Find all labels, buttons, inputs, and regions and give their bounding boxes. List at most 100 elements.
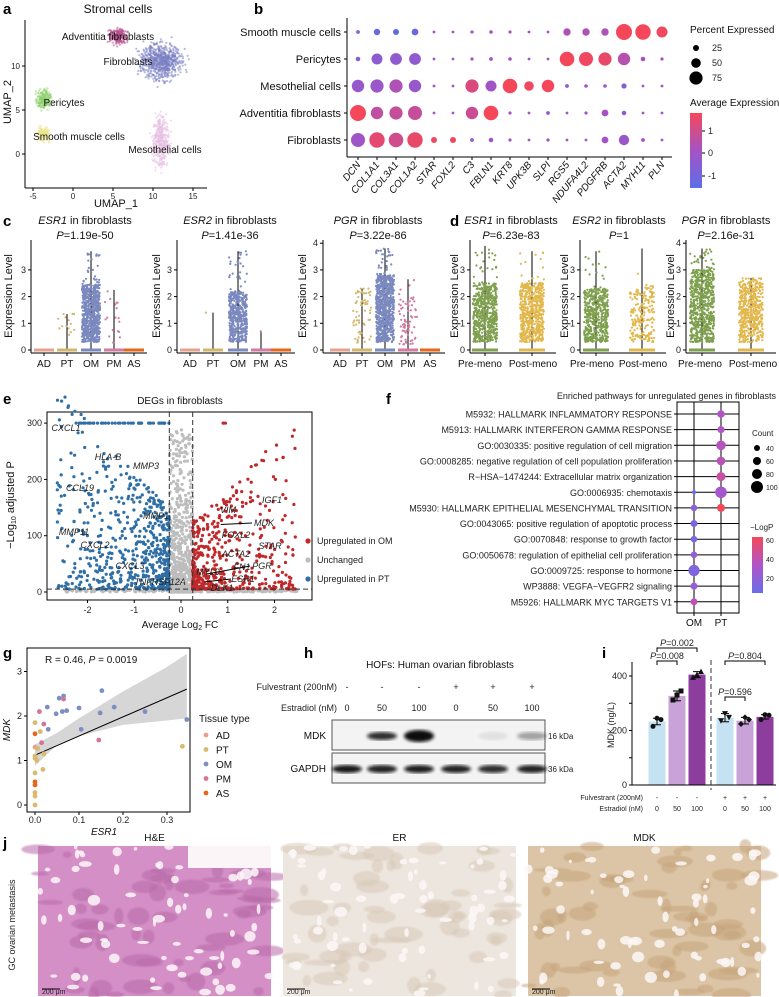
umap-cell-point <box>171 61 174 64</box>
strip-cell-point <box>355 310 358 313</box>
strip-cell-point <box>385 279 388 282</box>
strip-cell-point <box>487 286 490 289</box>
panel-label-e: e <box>3 391 11 408</box>
dotplot-dot <box>524 81 534 91</box>
dotplot-dot <box>527 57 531 61</box>
strip-cell-point <box>414 315 417 318</box>
strip-zero-bar <box>352 348 372 352</box>
umap-x-tick-label: 5 <box>111 192 116 201</box>
strip-title: PGR in fibroblasts <box>334 215 423 227</box>
umap-cell-point <box>146 55 149 58</box>
umap-cell-point <box>161 70 164 73</box>
dotplot-dot <box>603 84 607 88</box>
umap-cell-point <box>152 74 155 77</box>
dotplot-dot <box>369 132 385 148</box>
dotplot-dot <box>389 79 403 93</box>
strip-cell-point <box>391 290 394 293</box>
strip-cell-point <box>375 279 378 282</box>
strip-cell-point <box>86 295 89 299</box>
umap-cell-point <box>165 41 168 45</box>
strip-cell-point <box>399 298 402 301</box>
strip-cell-point <box>97 309 101 312</box>
strip-cell-point <box>378 274 381 277</box>
strip-cell-point <box>375 337 378 340</box>
dotplot-dot <box>370 79 384 93</box>
umap-cell-point <box>157 62 160 65</box>
strip-cell-point <box>92 323 95 326</box>
strip-cell-point <box>91 303 94 306</box>
strip-cell-point <box>476 254 479 257</box>
strip-cell-point <box>382 288 385 291</box>
strip-cell-point <box>492 312 495 315</box>
strip-cell-point <box>90 258 93 261</box>
strip-cell-point <box>385 282 388 285</box>
strip-cell-point <box>244 338 247 341</box>
umap-cell-point <box>148 75 151 78</box>
strip-cell-point <box>238 331 241 334</box>
strip-cell-point <box>367 287 370 290</box>
strip-cell-point <box>402 343 405 346</box>
strip-cell-point <box>384 292 387 295</box>
umap-cell-point <box>170 44 173 47</box>
strip-group-label: PT <box>356 359 369 370</box>
strip-cell-point <box>94 338 97 342</box>
umap-cell-point <box>158 80 161 83</box>
strip-cell-point <box>228 337 231 340</box>
strip-cell-point <box>410 297 413 300</box>
strip-cell-point <box>243 322 246 325</box>
strip-cell-point <box>485 333 488 336</box>
umap-cell-point <box>153 64 156 67</box>
umap-cell-point <box>166 53 169 57</box>
strip-cell-point <box>398 293 401 296</box>
strip-y-tick-label: 4 <box>313 238 318 248</box>
strip-cell-point <box>377 279 380 282</box>
strip-cell-point <box>388 322 391 325</box>
strip-cell-point <box>479 314 482 317</box>
strip-cell-point <box>379 301 382 304</box>
strip-cell-point <box>491 268 494 271</box>
umap-cell-point <box>176 57 179 60</box>
strip-cell-point <box>83 332 86 335</box>
strip-y-tick-label: 3 <box>313 265 318 275</box>
strip-cell-point <box>357 319 361 322</box>
count-legend-title: Count <box>752 429 774 438</box>
umap-cell-point <box>37 105 41 108</box>
panel-label-j: j <box>2 835 7 852</box>
strip-cell-point <box>232 314 235 318</box>
umap-cell-point <box>136 63 139 66</box>
strip-cell-point <box>484 320 487 323</box>
strip-cell-point <box>391 336 394 339</box>
strip-cell-point <box>86 253 89 256</box>
strip-cell-point <box>106 316 109 319</box>
strip-cell-point <box>84 303 87 307</box>
umap-cell-point <box>139 62 143 66</box>
strip-cell-point <box>480 295 483 298</box>
umap-cell-point <box>146 60 149 63</box>
umap-cell-point <box>177 49 180 52</box>
panel-label-h: h <box>304 645 313 662</box>
strip-cell-point <box>491 252 494 255</box>
strip-cell-point <box>352 309 355 312</box>
strip-cell-point <box>234 263 237 266</box>
umap-cell-point <box>116 45 119 48</box>
strip-group-label: AD <box>37 359 51 370</box>
strip-cell-point <box>96 306 100 309</box>
strip-title-gene: ESR1 <box>464 215 493 227</box>
umap-cell-point <box>180 60 183 63</box>
umap-cell-point <box>187 58 190 61</box>
umap-cell-point <box>142 68 145 71</box>
umap-cell-point <box>162 46 165 50</box>
strip-cell-point <box>355 300 358 303</box>
umap-cell-point <box>164 113 167 116</box>
strip-cell-point <box>96 313 99 317</box>
umap-cell-point <box>148 49 151 52</box>
umap-cell-point <box>142 62 146 65</box>
strip-cell-point <box>410 331 414 334</box>
strip-cell-point <box>404 341 408 344</box>
strip-title-suffix: in fibroblasts <box>212 215 277 227</box>
strip-cell-point <box>98 327 101 330</box>
strip-cell-point <box>383 316 386 319</box>
strip-cell-point <box>90 324 93 327</box>
strip-cell-point <box>96 325 99 328</box>
umap-cell-point <box>178 66 181 69</box>
